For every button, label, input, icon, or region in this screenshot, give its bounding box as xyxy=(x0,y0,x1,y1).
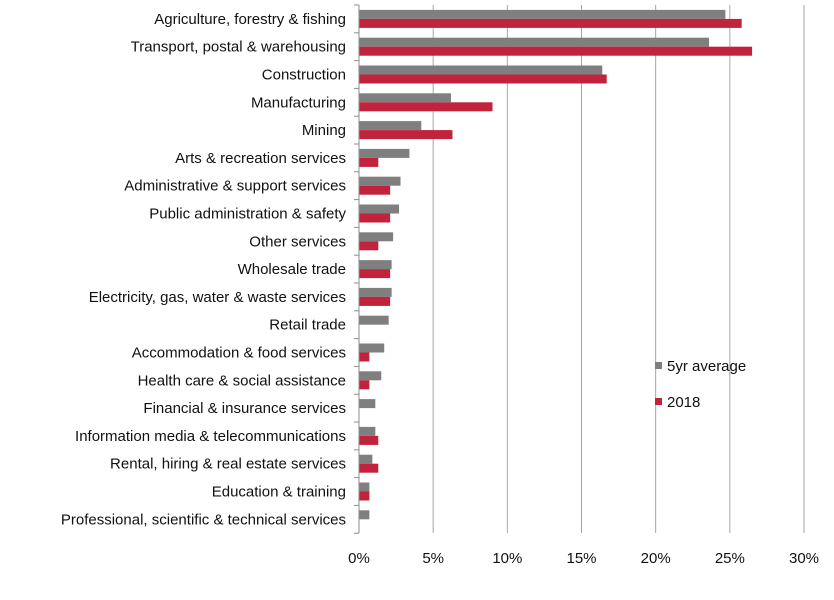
legend-swatch xyxy=(655,398,662,405)
legend-label: 2018 xyxy=(667,394,700,411)
x-tick-label-30: 30% xyxy=(789,550,819,567)
bar-5yr-average xyxy=(359,510,370,520)
bar-5yr-average xyxy=(359,371,382,381)
x-tick-labels: 0% 5% 10% 15% 20% 25% 30% xyxy=(348,550,819,567)
category-label: Agriculture, forestry & fishing xyxy=(154,11,346,28)
axes xyxy=(354,4,360,534)
legend-label: 5yr average xyxy=(667,358,746,375)
bar-5yr-average xyxy=(359,9,726,19)
bar-5yr-average xyxy=(359,65,603,75)
bar-5yr-average xyxy=(359,482,370,492)
bars xyxy=(359,9,753,520)
category-labels: Agriculture, forestry & fishing Transport… xyxy=(61,11,347,528)
category-label: Administrative & support services xyxy=(124,178,346,195)
bar-5yr-average xyxy=(359,37,710,47)
bar-2018 xyxy=(359,130,453,140)
bar-2018 xyxy=(359,46,753,56)
category-label: Transport, postal & warehousing xyxy=(131,39,346,56)
bar-2018 xyxy=(359,435,379,445)
bar-2018 xyxy=(359,185,391,195)
bar-5yr-average xyxy=(359,148,410,158)
category-label: Information media & telecommunications xyxy=(75,428,346,445)
category-label: Public administration & safety xyxy=(149,206,346,223)
bar-2018 xyxy=(359,491,370,501)
x-tick-label-20: 20% xyxy=(641,550,671,567)
category-label: Wholesale trade xyxy=(238,261,346,278)
category-label: Financial & insurance services xyxy=(143,400,346,417)
bar-2018 xyxy=(359,18,742,28)
bar-2018 xyxy=(359,296,391,306)
category-label: Accommodation & food services xyxy=(132,345,346,362)
category-label: Manufacturing xyxy=(251,94,346,111)
x-tick-label-5: 5% xyxy=(422,550,444,567)
bar-2018 xyxy=(359,102,493,112)
bar-5yr-average xyxy=(359,287,392,297)
legend: 5yr average 2018 xyxy=(655,358,746,411)
bar-2018 xyxy=(359,352,370,362)
category-label: Mining xyxy=(302,122,346,139)
bar-2018 xyxy=(359,463,379,473)
category-label: Rental, hiring & real estate services xyxy=(110,456,346,473)
bar-2018 xyxy=(359,269,391,279)
bar-2018 xyxy=(359,74,607,84)
bar-2018 xyxy=(359,213,391,223)
bar-5yr-average xyxy=(359,315,389,325)
category-label: Retail trade xyxy=(269,317,346,334)
bar-5yr-average xyxy=(359,343,385,353)
category-label: Health care & social assistance xyxy=(138,372,346,389)
x-tick-label-0: 0% xyxy=(348,550,370,567)
bar-5yr-average xyxy=(359,93,451,103)
bar-5yr-average xyxy=(359,454,373,464)
bar-2018 xyxy=(359,157,379,167)
category-label: Professional, scientific & technical ser… xyxy=(61,511,346,528)
bar-5yr-average xyxy=(359,260,392,270)
category-label: Electricity, gas, water & waste services xyxy=(89,289,346,306)
bar-2018 xyxy=(359,380,370,390)
gridlines xyxy=(432,5,805,533)
bar-5yr-average xyxy=(359,176,401,186)
bar-2018 xyxy=(359,241,379,251)
bar-5yr-average xyxy=(359,399,376,409)
legend-swatch xyxy=(655,362,662,369)
category-label: Construction xyxy=(262,67,346,84)
category-label: Arts & recreation services xyxy=(175,150,346,167)
category-label: Other services xyxy=(249,233,346,250)
category-label: Education & training xyxy=(212,484,346,501)
bar-5yr-average xyxy=(359,204,400,214)
bar-5yr-average xyxy=(359,232,394,242)
x-tick-label-10: 10% xyxy=(492,550,522,567)
x-tick-label-15: 15% xyxy=(566,550,596,567)
bar-5yr-average xyxy=(359,121,422,131)
bar-5yr-average xyxy=(359,426,376,436)
x-tick-label-25: 25% xyxy=(715,550,745,567)
